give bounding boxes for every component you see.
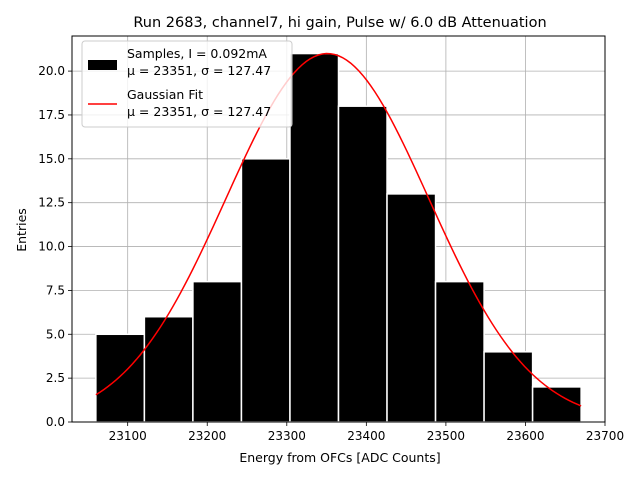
y-tick-label: 5.0 — [46, 327, 65, 341]
y-tick-label: 2.5 — [46, 371, 65, 385]
histogram-bar — [337, 105, 388, 423]
chart-title: Run 2683, channel7, hi gain, Pulse w/ 6.… — [133, 15, 546, 31]
y-tick-label: 12.5 — [38, 196, 65, 210]
legend-samples-label: Samples, I = 0.092mA — [127, 46, 267, 61]
histogram-bar — [192, 280, 243, 423]
y-axis-label: Entries — [14, 208, 29, 252]
x-tick-label: 23500 — [427, 429, 465, 443]
x-tick-label: 23600 — [506, 429, 544, 443]
x-tick-label: 23300 — [268, 429, 306, 443]
y-tick-label: 15.0 — [38, 152, 65, 166]
plot-area-frame — [71, 35, 606, 423]
x-axis-ticks: 23100 23200 23300 23400 23500 23600 23700 — [109, 422, 624, 443]
legend-box — [81, 40, 293, 128]
y-tick-label: 20.0 — [38, 64, 65, 78]
gaussian-fit-line — [95, 52, 582, 407]
histogram-bar — [531, 386, 582, 423]
histogram-bar — [95, 333, 146, 423]
y-tick-label: 7.5 — [46, 283, 65, 297]
x-tick-label: 23400 — [347, 429, 385, 443]
histogram-bar — [289, 52, 340, 423]
legend-samples-swatch — [88, 60, 117, 70]
histogram-bar — [143, 315, 194, 423]
histogram-bars — [95, 52, 582, 423]
legend-fit-stats: μ = 23351, σ = 127.47 — [127, 104, 271, 119]
x-tick-label: 23100 — [109, 429, 147, 443]
legend-samples-stats: μ = 23351, σ = 127.47 — [127, 63, 271, 78]
gaussian-fit — [95, 52, 582, 407]
x-axis-label: Energy from OFCs [ADC Counts] — [239, 450, 440, 465]
histogram-bar — [434, 280, 485, 423]
y-tick-label: 17.5 — [38, 108, 65, 122]
x-tick-label: 23200 — [188, 429, 226, 443]
y-tick-label: 10.0 — [38, 240, 65, 254]
y-tick-label: 0.0 — [46, 415, 65, 429]
legend-fit-label: Gaussian Fit — [127, 87, 203, 102]
y-axis-ticks: 0.0 2.5 5.0 7.5 10.0 12.5 15.0 17.5 20.0 — [38, 64, 72, 429]
histogram-bar — [240, 158, 291, 423]
histogram-bar — [483, 351, 534, 423]
histogram-bar — [386, 193, 437, 423]
x-tick-label: 23700 — [586, 429, 624, 443]
legend: Samples, I = 0.092mA μ = 23351, σ = 127.… — [81, 40, 293, 128]
